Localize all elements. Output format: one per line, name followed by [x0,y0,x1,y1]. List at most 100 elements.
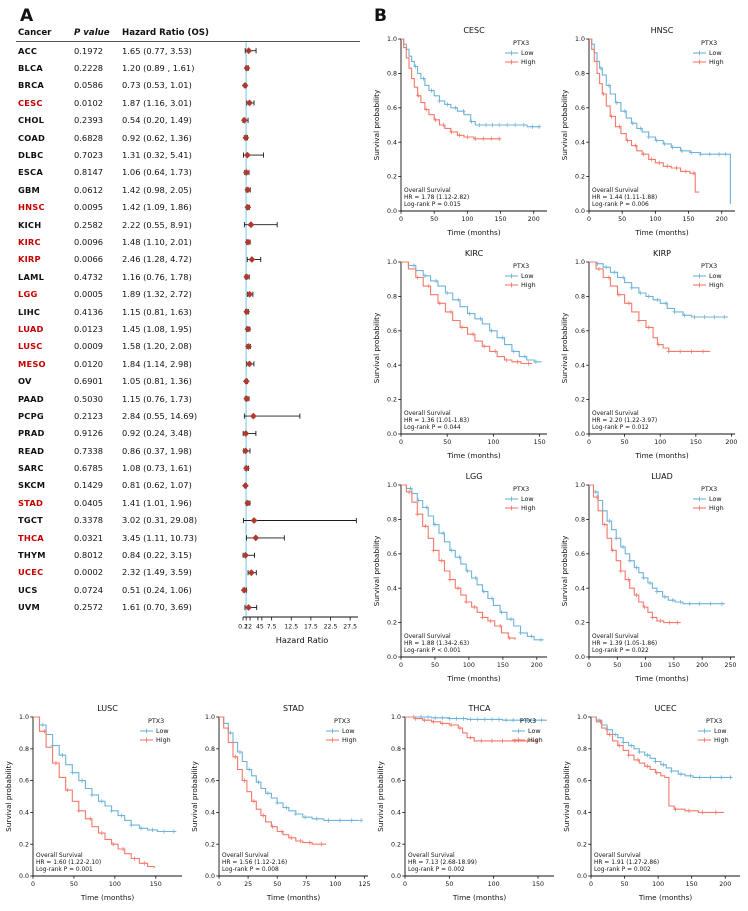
hr-ci-text: 1.16 (0.76, 1.78) [122,271,192,282]
km-ytick-label: 0.2 [575,620,585,627]
km-xtick-label: 50 [443,439,451,446]
km-legend-label-low: Low [709,495,722,503]
km-ytick-label: 0.0 [391,873,401,880]
km-ytick-label: 0.6 [577,778,587,785]
km-xtick-label: 100 [649,216,661,223]
cancer-label: LUSC [18,341,43,352]
km-xtick-label: 125 [358,881,370,888]
hr-ci-text: 1.31 (0.32, 5.41) [122,150,192,161]
hr-ci-text: 1.15 (0.81, 1.63) [122,306,192,317]
km-ytick-label: 0.2 [19,841,29,848]
forest-row-TGCT: TGCT 0.3378 3.02 (0.31, 29.08) [16,512,360,529]
hr-diamond-marker [247,221,255,229]
forest-row-COAD: COAD 0.6828 0.92 (0.62, 1.36) [16,129,360,146]
km-ytick-label: 0.4 [575,585,585,592]
km-plot-LGG: LGG 0.0 0.2 0.4 0.6 0.8 1.0 0 50 100 150 200 Surviva… [372,472,547,683]
km-plot-THCA: THCA 0.0 0.2 0.4 0.6 0.8 1.0 0 50 100 150 Survival … [376,704,554,902]
forest-ci-LUSC [245,343,252,350]
forest-rows: ACC 0.1972 1.65 (0.77, 3.53) BLCA 0.2228 1.20… [16,42,360,616]
km-series-high [589,38,700,193]
km-ytick-label: 1.0 [205,714,215,721]
km-annotation-line: Overall Survival [222,853,269,859]
km-series-low [401,38,542,129]
hr-ci-text: 2.84 (0.55, 14.69) [122,410,198,421]
cancer-label: COAD [18,132,46,143]
km-legend-label-high: High [709,58,724,66]
pvalue-text: 0.6901 [74,376,104,387]
km-annotation-line: Log-rank P = 0.044 [404,425,461,431]
km-xtick-label: 0 [31,881,35,888]
km-xlabel: Time (months) [452,893,507,902]
km-legend-label-high: High [528,736,543,744]
forest-row-LIHC: LIHC 0.4136 1.15 (0.81, 1.63) [16,303,360,320]
hr-diamond-marker [243,64,251,72]
km-ylabel: Survival probability [562,760,571,831]
km-series-low [589,484,725,606]
pvalue-text: 0.1972 [74,45,104,56]
km-annotation-line: Overall Survival [408,853,455,859]
forest-axis-tick-label: 0.2 [238,623,248,630]
km-plot-LUAD: LUAD 0.0 0.2 0.4 0.6 0.8 1.0 0 50 100 150 200 250 Sur… [560,472,736,683]
km-legend-label-low: Low [528,727,541,735]
pvalue-text: 0.7338 [74,445,104,456]
km-plot-UCEC: UCEC 0.0 0.2 0.4 0.6 0.8 1.0 0 50 100 150 200 Surviv… [562,704,740,902]
pvalue-text: 0.0321 [74,532,104,543]
forest-ci-KIRP [246,256,262,263]
km-ytick-label: 1.0 [387,482,397,489]
forest-row-CHOL: CHOL 0.2393 0.54 (0.20, 1.49) [16,112,360,129]
km-xtick-label: 150 [683,216,695,223]
cancer-label: UVM [18,602,41,613]
cancer-label: PRAD [18,428,45,439]
forest-row-THYM: THYM 0.8012 0.84 (0.22, 3.15) [16,546,360,563]
km-ytick-label: 0.8 [387,294,397,301]
forest-ci-PAAD [243,395,251,403]
km-legend-title: PTX3 [513,39,529,47]
cancer-label: KIRC [18,236,41,247]
hr-ci-text: 2.32 (1.49, 3.59) [122,567,192,578]
km-series-high [33,716,155,868]
forest-row-BRCA: BRCA 0.0586 0.73 (0.53, 1.01) [16,77,360,94]
km-ylabel: Survival probability [372,89,381,160]
cancer-label: KICH [18,219,42,230]
hr-diamond-marker [242,169,250,176]
hr-ci-text: 1.89 (1.32, 2.72) [122,289,192,300]
forest-axis-tick-label: 17.5 [304,623,318,630]
km-series-high [591,716,724,815]
km-ytick-label: 0.6 [205,778,215,785]
km-xtick-label: 100 [652,881,664,888]
km-annotation-line: Log-rank P = 0.022 [592,648,649,654]
hr-ci-text: 0.92 (0.62, 1.36) [122,132,192,143]
km-annotation-line: Log-rank P = 0.002 [594,867,651,873]
km-plot-KIRC: KIRC 0.0 0.2 0.4 0.6 0.8 1.0 0 50 100 150 Survival … [372,249,547,460]
km-annotation-line: Overall Survival [404,188,451,194]
cancer-label: PCPG [18,410,44,421]
forest-row-LGG: LGG 0.0005 1.89 (1.32, 2.72) [16,285,360,302]
hr-ci-text: 1.42 (0.98, 2.05) [122,184,192,195]
km-xtick-label: 200 [528,216,540,223]
km-title: KIRP [653,249,671,258]
km-ytick-label: 0.2 [391,841,401,848]
pvalue-text: 0.0066 [74,254,104,265]
km-legend-label-low: Low [342,727,355,735]
km-legend-label-high: High [521,504,536,512]
km-annotation-line: Log-rank P = 0.006 [592,202,649,208]
km-legend-label-high: High [709,281,724,289]
forest-row-GBM: GBM 0.0612 1.42 (0.98, 2.05) [16,181,360,198]
forest-header: Cancer P value Hazard Ratio (OS) [16,26,360,42]
km-xlabel: Time (months) [446,228,501,237]
km-legend-label-low: Low [709,272,722,280]
forest-ci-HNSC [244,203,252,211]
km-xtick-label: 200 [696,662,708,669]
km-xtick-label: 150 [668,662,680,669]
forest-ci-THCA [246,534,285,542]
km-ytick-label: 0.4 [577,810,587,817]
hr-ci-text: 0.81 (0.62, 1.07) [122,480,192,491]
hr-diamond-marker [241,482,249,490]
hr-diamond-marker [248,256,256,263]
forest-ci-SKCM [241,482,249,490]
km-plot-LUSC: LUSC 0.0 0.2 0.4 0.6 0.8 1.0 0 50 100 150 Survival … [4,704,182,902]
